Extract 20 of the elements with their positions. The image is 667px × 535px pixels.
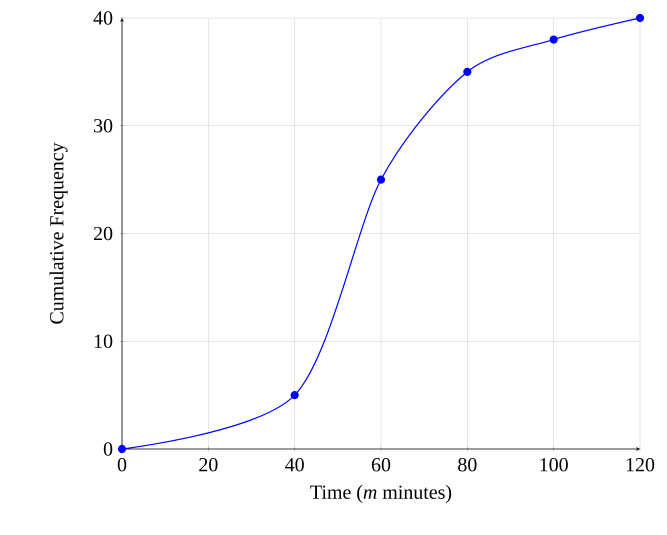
x-tick-label: 80: [458, 458, 477, 472]
point: [636, 14, 644, 22]
x-tick-label: 20: [199, 458, 218, 472]
x-tick-label: 100: [540, 458, 568, 472]
y-tick-label: 0: [104, 442, 112, 456]
y-axis-title: Cumulative Frequency: [50, 142, 68, 324]
point: [376, 176, 386, 184]
x-axis-title: Time (m minutes): [310, 484, 452, 503]
x-tick-label: 120: [626, 458, 654, 472]
y-tick-label: 40: [94, 11, 112, 25]
point: [550, 35, 558, 44]
x-tick-label: 40: [285, 458, 304, 472]
y-tick-label: 10: [94, 334, 112, 348]
y-tick-label: 30: [94, 119, 112, 132]
point: [463, 68, 472, 76]
x-tick-label: 60: [372, 458, 390, 472]
x-tick-label: 0: [118, 458, 126, 472]
point: [290, 391, 299, 400]
y-tick-label: 20: [94, 226, 112, 240]
point: [118, 444, 126, 454]
